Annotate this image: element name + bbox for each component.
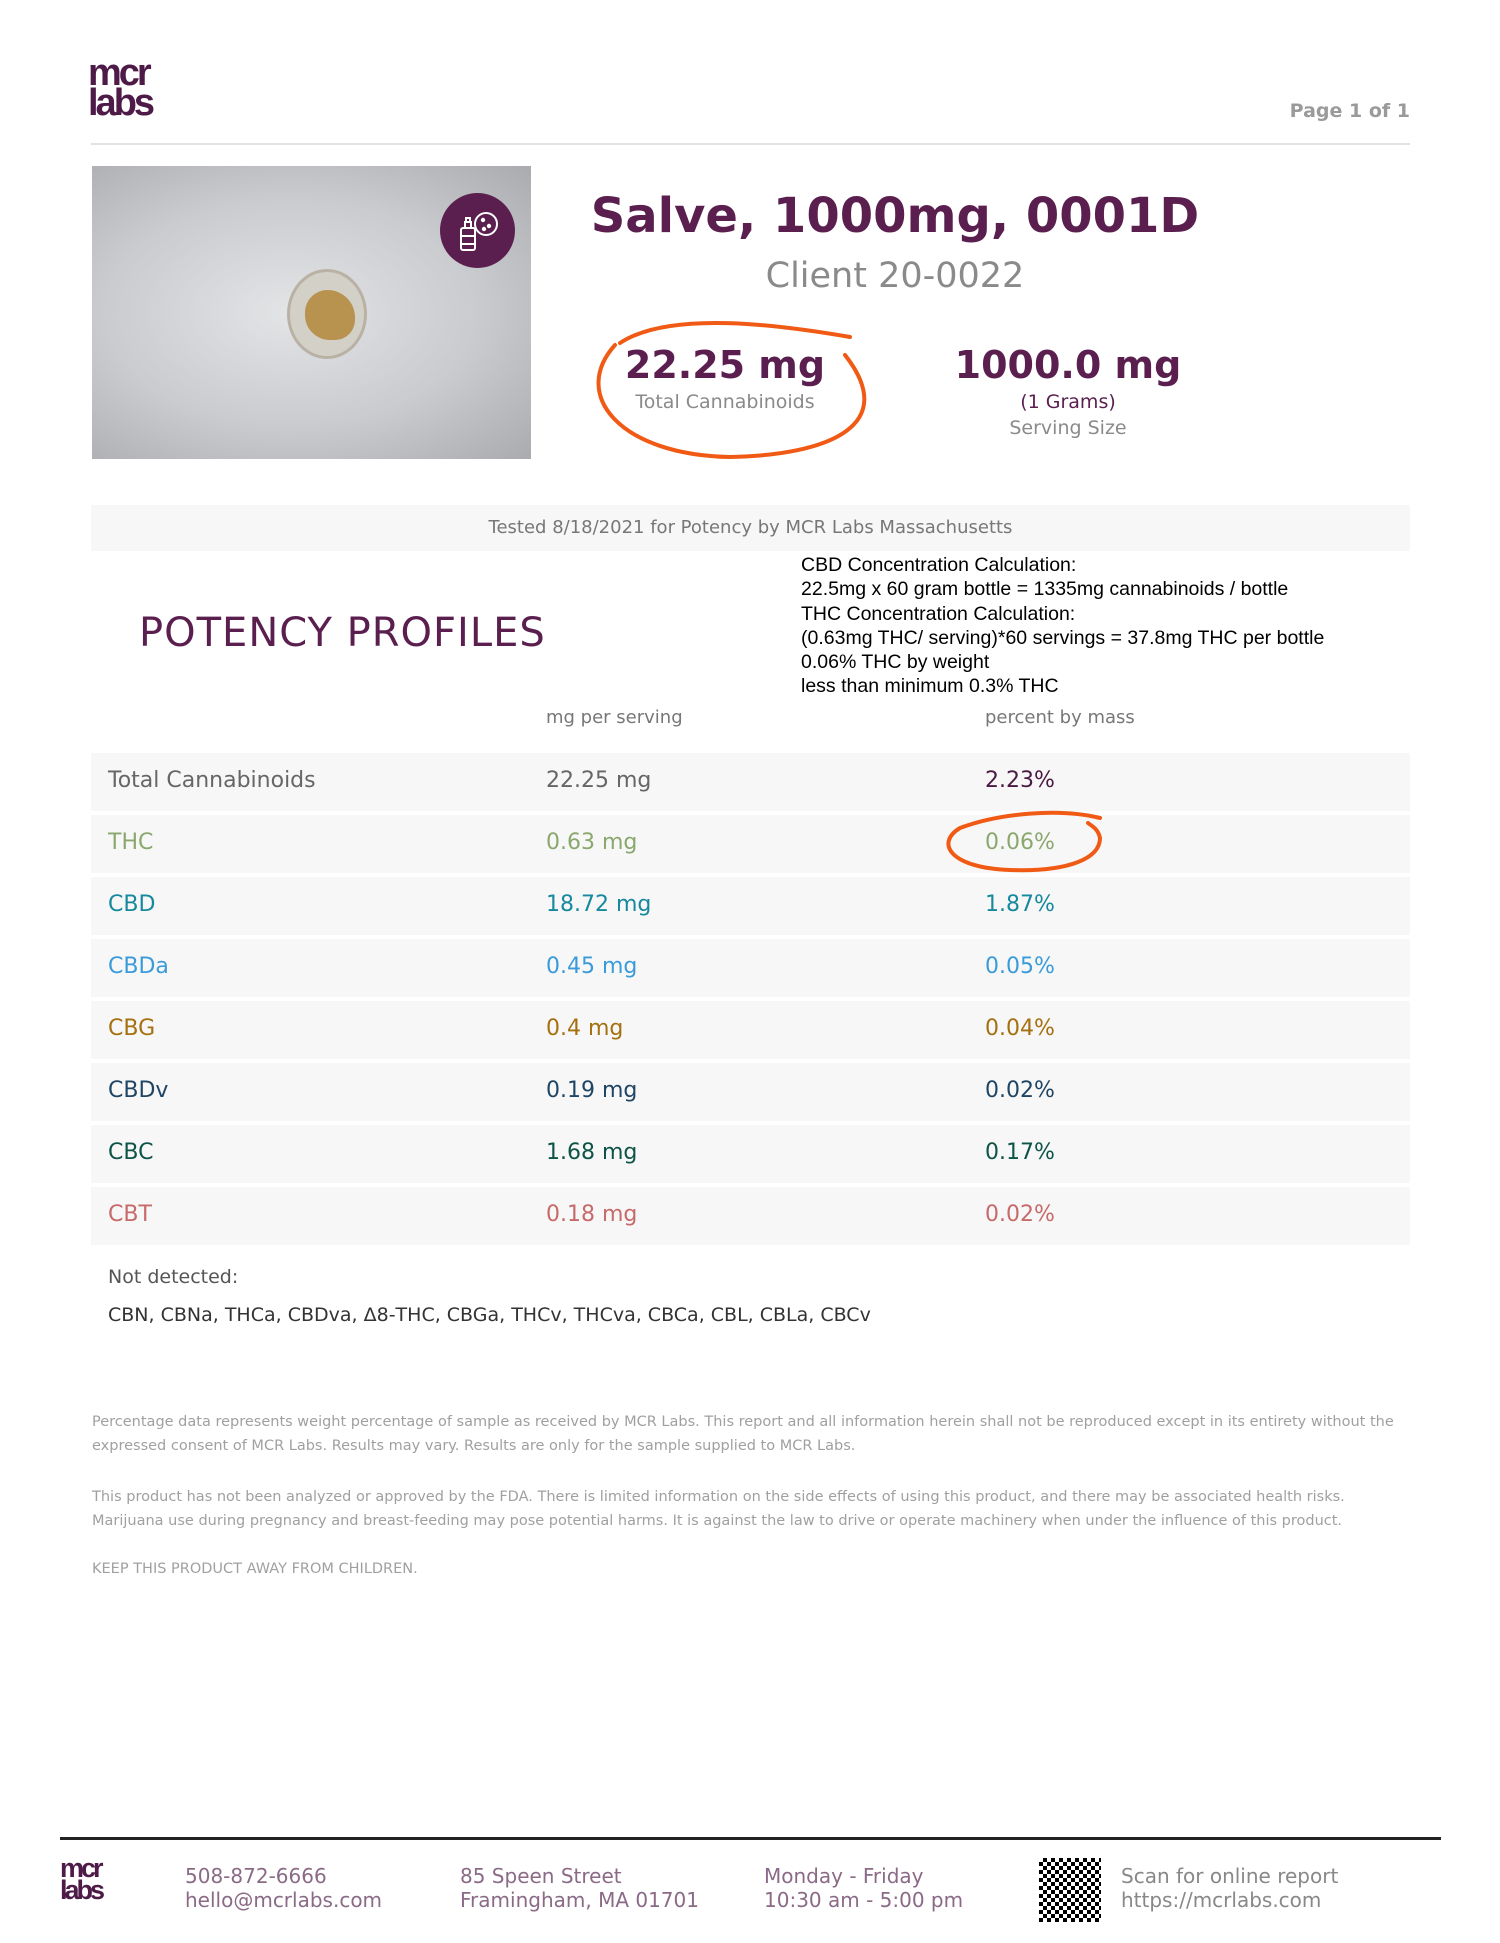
mcr-labs-logo: mcr labs — [88, 52, 155, 125]
serving-label: Serving Size — [1009, 417, 1127, 439]
total-value: 22.25 mg — [624, 343, 826, 387]
mg-per-serving: 22.25 mg — [546, 768, 652, 793]
table-row: CBG 0.4 mg 0.04% — [91, 1001, 1410, 1059]
logo-text: mcr — [88, 52, 152, 94]
calc-line: less than minimum 0.3% THC — [801, 675, 1059, 698]
disclaimer: Percentage data represents weight percen… — [92, 1414, 1394, 1455]
mg-per-serving: 0.18 mg — [546, 1202, 638, 1227]
table-row: CBT 0.18 mg 0.02% — [91, 1187, 1410, 1245]
contact: 508-872-6666 hello@mcrlabs.com — [185, 1864, 382, 1912]
qr-code-icon[interactable] — [1039, 1858, 1101, 1922]
serving-size-stat: 1000.0 mg (1 Grams) Serving Size — [908, 343, 1228, 439]
product-title: Salve, 1000mg, 0001D — [590, 188, 1200, 244]
compound-name: CBC — [108, 1140, 154, 1165]
not-detected-label: Not detected: — [108, 1266, 239, 1288]
logo-text: mcr — [60, 1853, 104, 1883]
hours-time: 10:30 am - 5:00 pm — [764, 1888, 964, 1912]
website-link[interactable]: https://mcrlabs.com — [1121, 1888, 1322, 1912]
calc-line: (0.63mg THC/ serving)*60 servings = 37.8… — [801, 626, 1325, 649]
sample-dish — [287, 269, 367, 359]
serving-value: 1000.0 mg — [954, 343, 1182, 387]
edible-bottle-cookie-icon — [440, 193, 515, 268]
column-header-mg: mg per serving — [546, 707, 683, 728]
compound-name: CBG — [108, 1016, 156, 1041]
email-link[interactable]: hello@mcrlabs.com — [185, 1888, 383, 1912]
disclaimer: This product has not been analyzed or ap… — [92, 1489, 1345, 1530]
table-row: CBC 1.68 mg 0.17% — [91, 1125, 1410, 1183]
divider — [91, 143, 1410, 145]
scan-text: Scan for online report — [1121, 1864, 1339, 1888]
percent-by-mass: 0.05% — [985, 954, 1055, 979]
logo-text: labs — [60, 1874, 105, 1905]
calc-line: 22.5mg x 60 gram bottle = 1335mg cannabi… — [801, 578, 1289, 601]
mg-per-serving: 0.63 mg — [546, 830, 638, 855]
client-id: Client 20-0022 — [765, 256, 1025, 296]
serving-grams: (1 Grams) — [1020, 391, 1116, 413]
percent-by-mass: 1.87% — [985, 892, 1055, 917]
salve-sample — [305, 290, 355, 340]
table-row: CBDa 0.45 mg 0.05% — [91, 939, 1410, 997]
column-header-pct: percent by mass — [985, 707, 1135, 728]
footer-divider — [60, 1837, 1441, 1840]
tested-banner: Tested 8/18/2021 for Potency by MCR Labs… — [91, 505, 1410, 551]
compound-name: THC — [108, 830, 154, 855]
percent-by-mass: 0.02% — [985, 1202, 1055, 1227]
mg-per-serving: 0.45 mg — [546, 954, 638, 979]
mg-per-serving: 0.19 mg — [546, 1078, 638, 1103]
city: Framingham, MA 01701 — [460, 1888, 699, 1912]
calc-line: CBD Concentration Calculation: — [801, 554, 1077, 576]
mg-per-serving: 1.68 mg — [546, 1140, 638, 1165]
table-row: CBDv 0.19 mg 0.02% — [91, 1063, 1410, 1121]
days: Monday - Friday — [764, 1864, 924, 1888]
address: 85 Speen Street Framingham, MA 01701 — [460, 1864, 699, 1912]
phone[interactable]: 508-872-6666 — [185, 1864, 327, 1888]
total-cannabinoids-stat: 22.25 mg Total Cannabinoids — [565, 343, 885, 413]
compound-name: CBD — [108, 892, 156, 917]
percent-by-mass: 0.04% — [985, 1016, 1055, 1041]
table-row: Total Cannabinoids 22.25 mg 2.23% — [91, 753, 1410, 811]
mcr-labs-logo: mcr labs — [60, 1853, 105, 1905]
calculation-notes: CBD Concentration Calculation: 22.5mg x … — [801, 553, 1324, 699]
logo-text: labs — [88, 82, 155, 125]
mg-per-serving: 18.72 mg — [546, 892, 652, 917]
mg-per-serving: 0.4 mg — [546, 1016, 624, 1041]
online-report: Scan for online report https://mcrlabs.co… — [1121, 1864, 1338, 1912]
percent-by-mass: 0.02% — [985, 1078, 1055, 1103]
calc-line: 0.06% THC by weight — [801, 651, 990, 674]
percent-by-mass: 0.06% — [985, 830, 1055, 855]
street: 85 Speen Street — [460, 1864, 622, 1888]
hours: Monday - Friday 10:30 am - 5:00 pm — [764, 1864, 963, 1912]
page-number: Page 1 of 1 — [1289, 100, 1410, 122]
section-heading: POTENCY PROFILES — [139, 610, 546, 656]
not-detected-list: CBN, CBNa, THCa, CBDva, Δ8-THC, CBGa, TH… — [108, 1304, 871, 1326]
total-label: Total Cannabinoids — [635, 391, 815, 413]
compound-name: Total Cannabinoids — [108, 768, 316, 793]
table-row: CBD 18.72 mg 1.87% — [91, 877, 1410, 935]
potency-table: Total Cannabinoids 22.25 mg 2.23% THC 0.63 m… — [91, 753, 1410, 1249]
compound-name: CBDa — [108, 954, 169, 979]
compound-name: CBT — [108, 1202, 152, 1227]
product-photo — [92, 166, 531, 459]
calc-line: THC Concentration Calculation: — [801, 602, 1076, 625]
compound-name: CBDv — [108, 1078, 169, 1103]
disclaimer: KEEP THIS PRODUCT AWAY FROM CHILDREN. — [92, 1561, 418, 1577]
table-row: THC 0.63 mg 0.06% — [91, 815, 1410, 873]
percent-by-mass: 0.17% — [985, 1140, 1055, 1165]
percent-by-mass: 2.23% — [985, 768, 1055, 793]
